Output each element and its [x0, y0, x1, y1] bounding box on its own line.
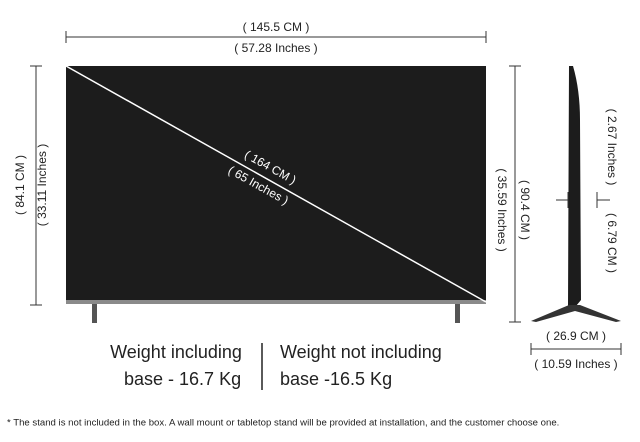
- diagonal-line: [65, 65, 487, 303]
- stand-depth-cm: ( 26.9 CM ): [546, 329, 606, 343]
- weight-label: Weight not including: [280, 342, 442, 362]
- stand-depth-in: ( 10.59 Inches ): [534, 357, 617, 371]
- footnote: * The stand is not included in the box. …: [7, 418, 559, 429]
- weight-label: Weight including: [110, 342, 242, 362]
- depth-in: ( 2.67 Inches ): [605, 109, 619, 186]
- tv-side: [568, 66, 581, 306]
- width-in: ( 57.28 Inches ): [234, 41, 317, 55]
- height-in: ( 33.11 Inches ): [35, 144, 49, 227]
- weight-value: base - 16.7 Kg: [124, 369, 241, 389]
- tv-bezel: [66, 300, 486, 304]
- depth-cm: ( 6.79 CM ): [605, 213, 619, 273]
- height-cm: ( 84.1 CM ): [13, 155, 27, 215]
- stand-side: [531, 305, 621, 322]
- height-stand-in: ( 35.59 Inches ): [495, 168, 509, 251]
- height-stand-cm: ( 90.4 CM ): [518, 180, 532, 240]
- tv-foot: [92, 304, 97, 323]
- weight-value: base -16.5 Kg: [280, 369, 392, 389]
- tv-foot: [455, 304, 460, 323]
- width-cm: ( 145.5 CM ): [243, 20, 310, 34]
